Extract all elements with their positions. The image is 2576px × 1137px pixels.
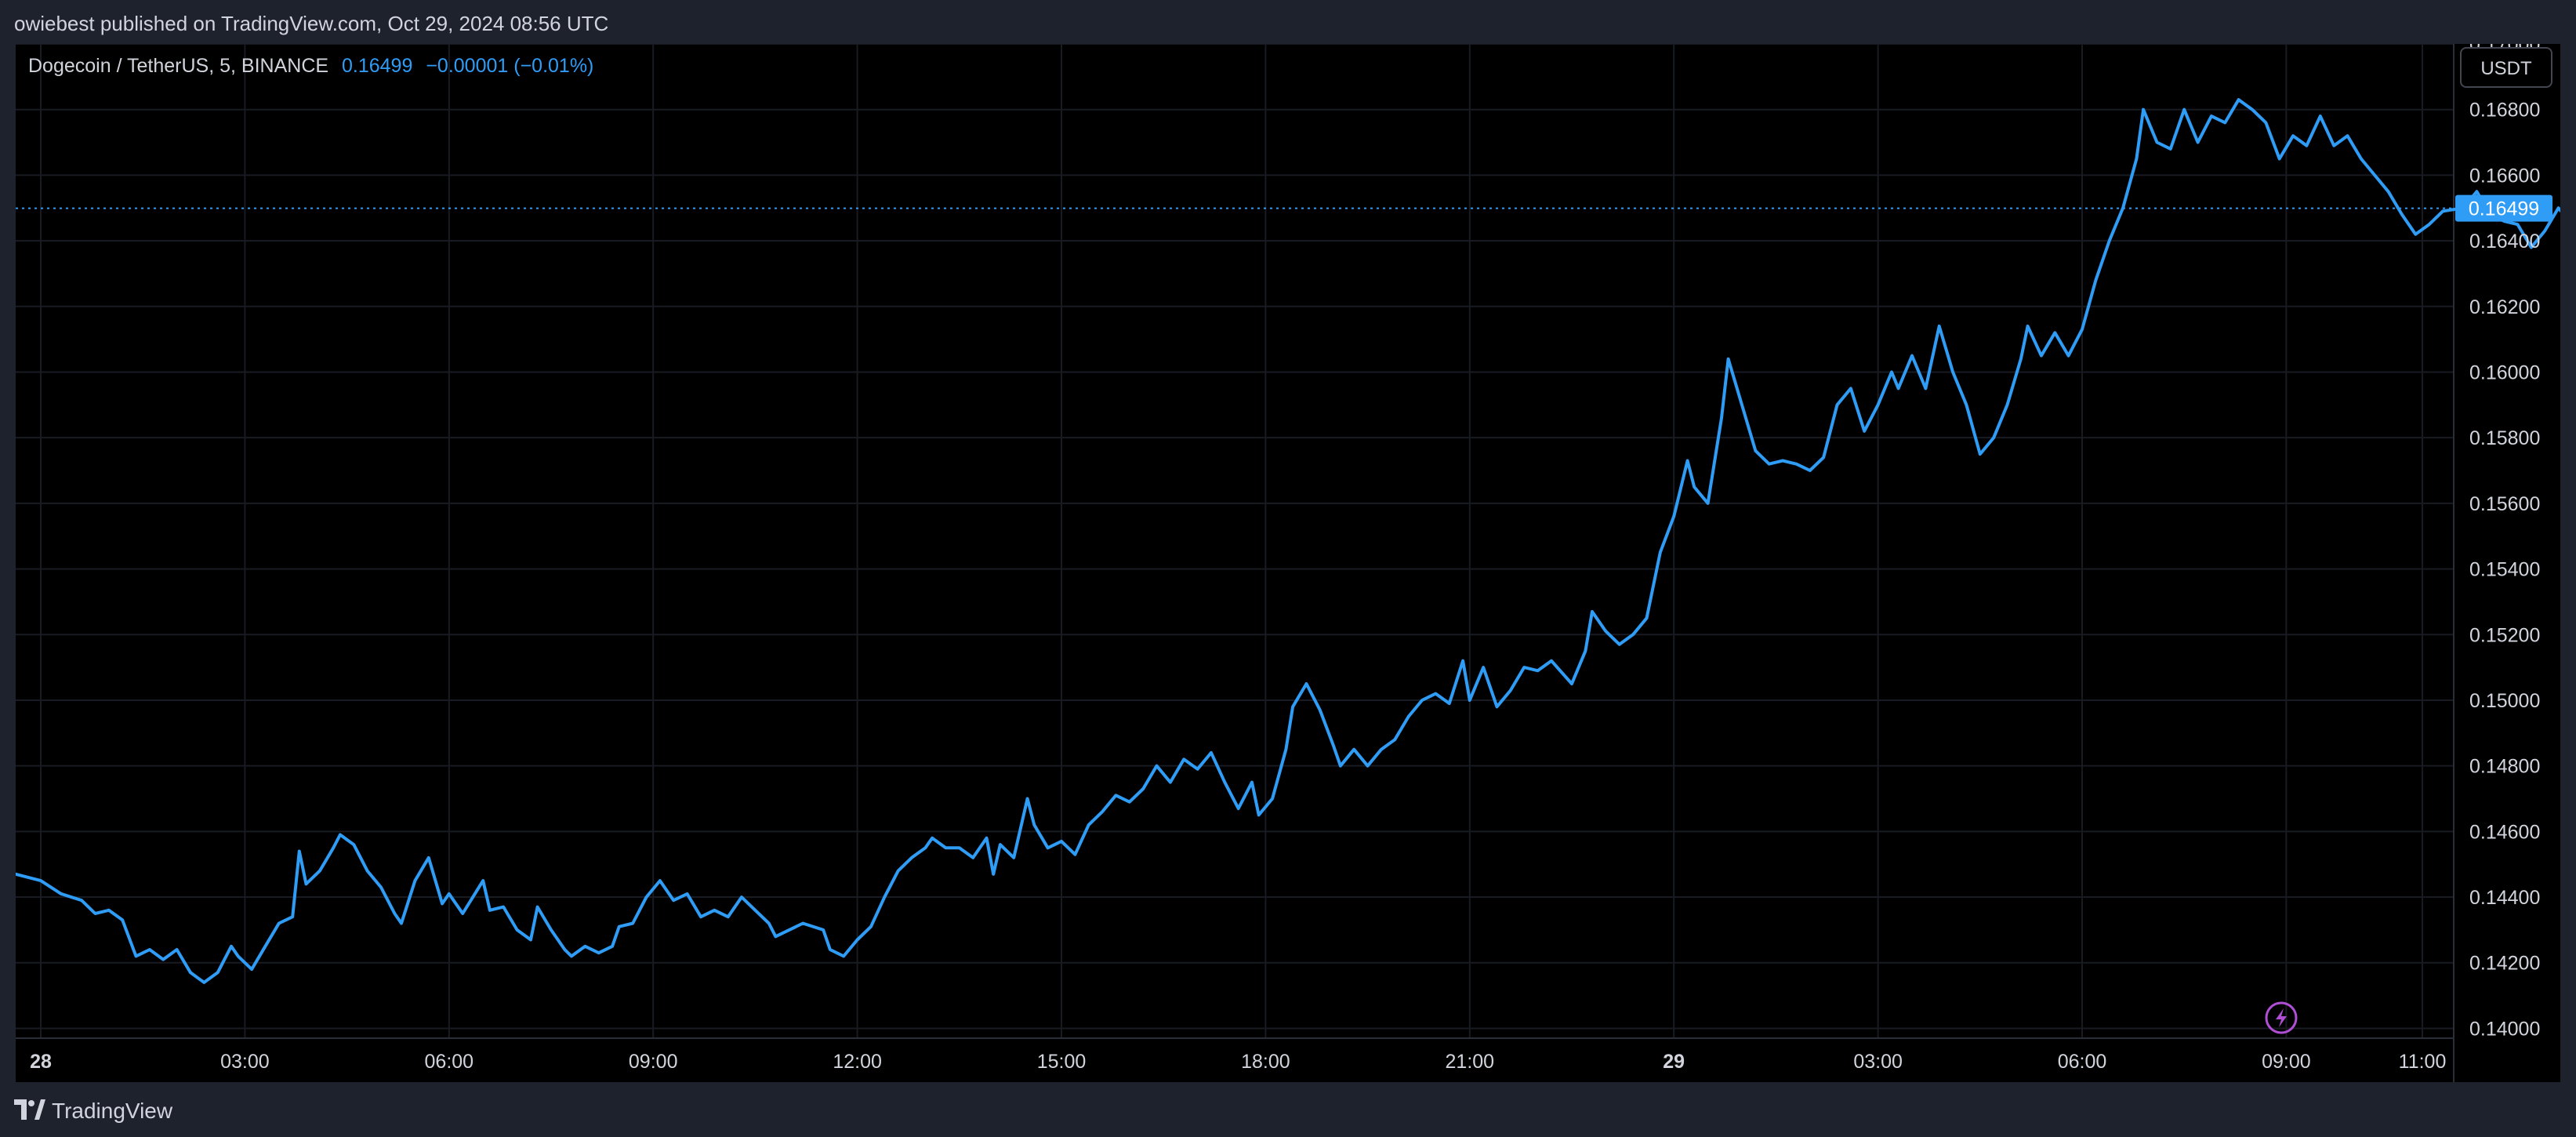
price-tick-label: 0.15800 — [2469, 427, 2540, 449]
time-tick-label: 09:00 — [629, 1051, 678, 1073]
lightning-icon[interactable] — [2265, 1001, 2298, 1034]
price-tick-label: 0.16200 — [2469, 296, 2540, 318]
chart-area[interactable]: 0.170000.168000.166000.164000.162000.160… — [16, 44, 2560, 1082]
time-tick-label: 18:00 — [1241, 1051, 1290, 1073]
published-text: owiebest published on TradingView.com, O… — [14, 12, 609, 35]
price-chart[interactable]: 0.170000.168000.166000.164000.162000.160… — [16, 44, 2560, 1082]
symbol-label[interactable]: Dogecoin / TetherUS, 5, BINANCE — [28, 55, 329, 77]
price-tick-label: 0.15000 — [2469, 690, 2540, 712]
price-axis[interactable]: 0.170000.168000.166000.164000.162000.160… — [2469, 44, 2540, 1040]
time-tick-label: 21:00 — [1446, 1051, 1495, 1073]
price-tick-label: 0.15200 — [2469, 624, 2540, 646]
price-series-line — [16, 98, 2560, 984]
price-change: −0.00001 (−0.01%) — [426, 55, 594, 77]
time-tick-label: 15:00 — [1037, 1051, 1087, 1073]
price-tick-label: 0.14400 — [2469, 887, 2540, 909]
footer: TradingView — [0, 1082, 2576, 1137]
last-price-tag-label: 0.16499 — [2469, 198, 2539, 220]
published-bar: owiebest published on TradingView.com, O… — [0, 0, 2576, 44]
tradingview-brand[interactable]: TradingView — [52, 1099, 173, 1123]
price-tick-label: 0.16600 — [2469, 165, 2540, 187]
currency-button[interactable]: USDT — [2460, 47, 2552, 88]
price-tick-label: 0.16400 — [2469, 231, 2540, 252]
price-tick-label: 0.15400 — [2469, 559, 2540, 581]
price-value: 0.16499 — [342, 55, 413, 77]
time-tick-label: 28 — [30, 1051, 52, 1073]
time-tick-label: 11:00 — [2399, 1051, 2447, 1073]
price-tick-label: 0.16000 — [2469, 361, 2540, 383]
price-tick-label: 0.16800 — [2469, 100, 2540, 122]
grid — [16, 44, 2454, 1038]
time-tick-label: 29 — [1663, 1051, 1685, 1073]
time-tick-label: 06:00 — [425, 1051, 474, 1073]
time-tick-label: 03:00 — [1853, 1051, 1903, 1073]
time-axis[interactable]: 28 03:00 06:00 09:00 12:00 15:00 18:00 21:00 29 0… — [30, 1051, 2446, 1073]
price-tick-label: 0.14200 — [2469, 953, 2540, 975]
price-tick-label: 0.14000 — [2469, 1018, 2540, 1040]
price-tick-label: 0.15600 — [2469, 493, 2540, 515]
time-tick-label: 03:00 — [220, 1051, 270, 1073]
tradingview-logo-icon[interactable] — [14, 1099, 45, 1120]
time-tick-label: 12:00 — [833, 1051, 882, 1073]
chart-legend[interactable]: Dogecoin / TetherUS, 5, BINANCE 0.16499 … — [28, 55, 593, 78]
price-tick-label: 0.14800 — [2469, 756, 2540, 778]
time-tick-label: 09:00 — [2262, 1051, 2311, 1073]
time-tick-label: 06:00 — [2058, 1051, 2107, 1073]
price-tick-label: 0.14600 — [2469, 821, 2540, 843]
last-price-tag: 0.16499 — [2455, 194, 2552, 222]
